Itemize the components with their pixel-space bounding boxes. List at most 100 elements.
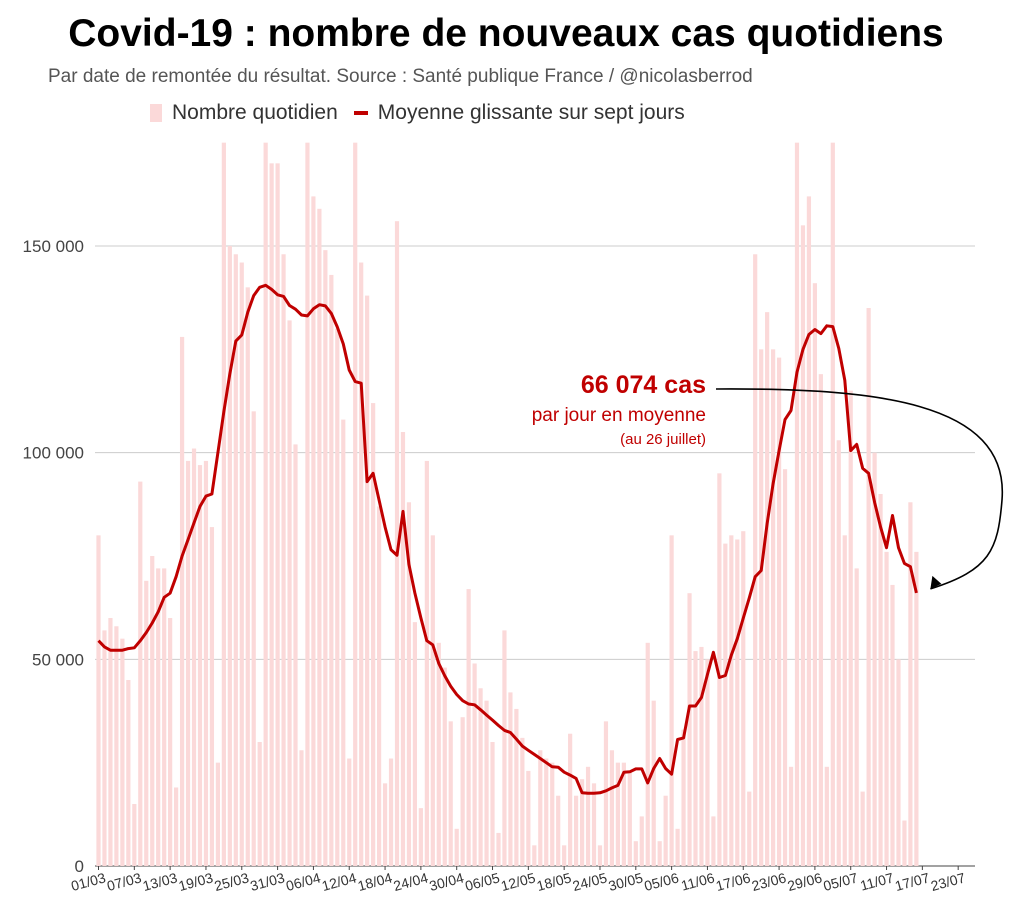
daily-bar bbox=[639, 816, 644, 866]
daily-bar bbox=[430, 535, 435, 866]
daily-bar bbox=[233, 254, 238, 866]
daily-bar bbox=[717, 473, 722, 866]
x-tick-label: 17/07 bbox=[893, 869, 931, 894]
daily-bar bbox=[729, 535, 734, 866]
daily-bar bbox=[269, 163, 274, 867]
annotation-arrow-head bbox=[930, 575, 942, 589]
legend-line-swatch bbox=[353, 111, 368, 115]
x-tick-label: 07/03 bbox=[105, 869, 143, 894]
daily-bar bbox=[305, 142, 310, 866]
daily-bar bbox=[902, 820, 907, 866]
daily-bar bbox=[114, 626, 119, 866]
daily-bar bbox=[753, 254, 758, 866]
legend-line-label: Moyenne glissante sur sept jours bbox=[377, 101, 685, 124]
daily-bar bbox=[854, 568, 859, 866]
daily-bar bbox=[591, 783, 597, 866]
x-axis-labels: 01/0307/0313/0319/0325/0331/0306/0412/04… bbox=[69, 866, 967, 894]
daily-bar bbox=[144, 580, 149, 866]
daily-bar bbox=[323, 250, 328, 867]
daily-bar bbox=[126, 680, 131, 866]
x-tick-label: 31/03 bbox=[248, 869, 286, 894]
daily-bar bbox=[872, 452, 877, 866]
daily-bar bbox=[436, 642, 441, 866]
daily-bar bbox=[406, 502, 412, 866]
daily-bar bbox=[412, 622, 418, 866]
daily-bar bbox=[96, 535, 101, 866]
x-tick-label: 25/03 bbox=[213, 869, 251, 894]
daily-bar bbox=[657, 841, 662, 866]
daily-bar bbox=[335, 328, 340, 867]
daily-bar bbox=[818, 374, 823, 866]
x-tick-label: 05/06 bbox=[642, 869, 680, 894]
daily-bar bbox=[544, 758, 549, 866]
daily-bar bbox=[156, 568, 161, 866]
daily-bar bbox=[311, 196, 316, 866]
daily-bar bbox=[442, 667, 447, 866]
daily-bar bbox=[454, 828, 459, 866]
annotation-value: 66 074 cas bbox=[580, 371, 706, 399]
y-tick-label: 50 000 bbox=[32, 650, 84, 669]
daily-bar bbox=[353, 142, 358, 866]
daily-bar bbox=[633, 841, 638, 866]
daily-bar bbox=[496, 832, 501, 866]
legend: Nombre quotidien Moyenne glissante sur s… bbox=[150, 101, 685, 125]
daily-bar bbox=[371, 403, 376, 866]
x-tick-label: 24/04 bbox=[392, 869, 430, 894]
daily-bar bbox=[132, 804, 137, 866]
daily-bar bbox=[215, 762, 220, 866]
daily-bar bbox=[508, 692, 513, 866]
daily-bar bbox=[800, 225, 806, 867]
daily-bar bbox=[609, 750, 615, 866]
daily-bar bbox=[162, 568, 167, 866]
x-tick-label: 18/04 bbox=[356, 869, 394, 894]
daily-bar bbox=[382, 783, 388, 866]
legend-bar-swatch bbox=[150, 104, 162, 122]
daily-bar bbox=[281, 254, 286, 866]
x-tick-label: 19/03 bbox=[177, 869, 215, 894]
daily-bar bbox=[574, 795, 579, 866]
x-tick-label: 30/04 bbox=[427, 869, 465, 894]
daily-bar bbox=[824, 766, 829, 866]
daily-bar bbox=[693, 651, 698, 866]
daily-bar bbox=[168, 618, 173, 866]
daily-bar bbox=[520, 737, 525, 866]
daily-bar bbox=[484, 700, 489, 866]
daily-bar bbox=[830, 142, 835, 866]
daily-bar bbox=[329, 274, 334, 866]
daily-bar bbox=[197, 465, 203, 866]
x-tick-label: 06/05 bbox=[463, 869, 501, 894]
daily-bar bbox=[365, 295, 370, 867]
daily-bar bbox=[687, 593, 692, 866]
daily-bar bbox=[191, 448, 197, 866]
annotation-arrow bbox=[715, 388, 1003, 590]
daily-bar bbox=[448, 721, 453, 866]
daily-bar bbox=[806, 196, 812, 866]
x-tick-label: 18/05 bbox=[535, 869, 573, 894]
daily-bar bbox=[514, 708, 519, 866]
x-tick-label: 30/05 bbox=[607, 869, 645, 894]
daily-bar bbox=[227, 246, 232, 866]
daily-bar bbox=[884, 551, 889, 866]
daily-bar bbox=[108, 618, 113, 866]
annotation-label: par jour en moyenne bbox=[531, 405, 706, 426]
daily-bar bbox=[663, 795, 668, 866]
daily-bar bbox=[776, 357, 782, 866]
daily-bar bbox=[400, 432, 406, 866]
daily-bar bbox=[341, 419, 346, 866]
daily-bar bbox=[771, 349, 776, 866]
daily-bar bbox=[741, 531, 746, 866]
daily-bar bbox=[275, 163, 280, 867]
daily-bar bbox=[102, 630, 107, 866]
rolling-average-line bbox=[97, 283, 918, 795]
daily-bar bbox=[394, 221, 400, 866]
daily-bar bbox=[150, 556, 155, 866]
daily-bar bbox=[239, 262, 244, 866]
daily-bar bbox=[550, 762, 555, 866]
daily-bar bbox=[179, 336, 185, 866]
daily-bar bbox=[615, 762, 620, 866]
y-tick-label: 0 bbox=[75, 857, 84, 876]
chart-subtitle: Par date de remontée du résultat. Source… bbox=[48, 66, 753, 87]
daily-bar bbox=[376, 506, 382, 866]
daily-bar bbox=[287, 320, 292, 866]
